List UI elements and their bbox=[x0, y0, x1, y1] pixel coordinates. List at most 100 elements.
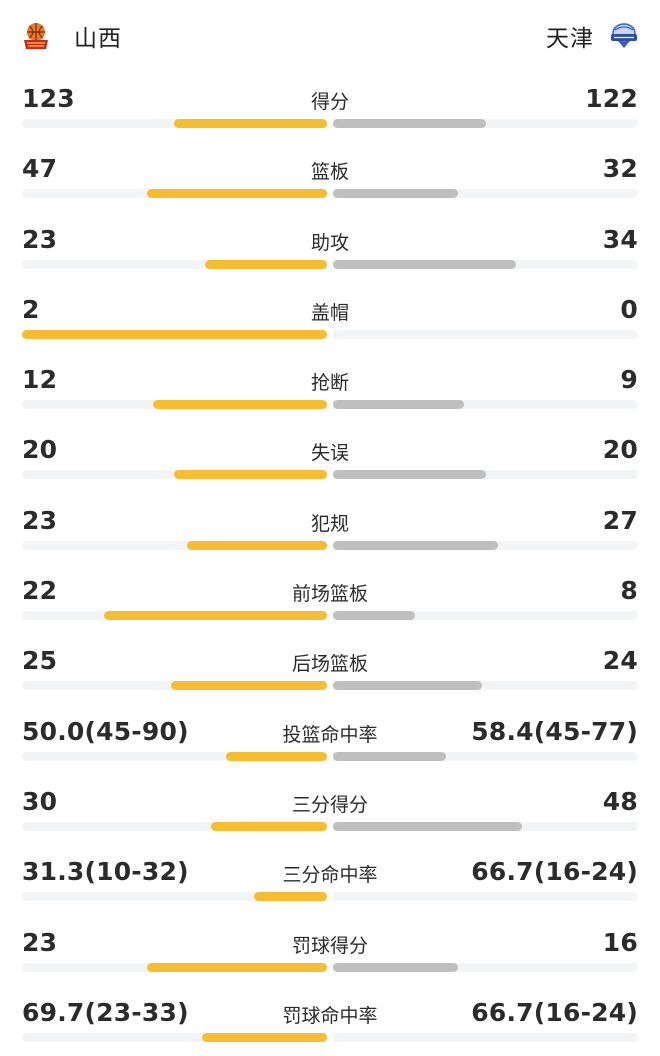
away-stat-track bbox=[333, 400, 638, 410]
away-stat-bar bbox=[333, 751, 446, 761]
home-stat-track bbox=[22, 751, 327, 761]
home-stat-track bbox=[22, 540, 327, 550]
away-stat-value: 66.7(16-24) bbox=[471, 997, 638, 1027]
home-stat-value: 23 bbox=[22, 505, 58, 535]
away-stat-track bbox=[333, 751, 638, 761]
stat-label: 助攻 bbox=[310, 231, 349, 254]
home-stat-bar bbox=[211, 821, 327, 831]
home-stat-track bbox=[22, 119, 327, 128]
away-stat-track bbox=[333, 470, 638, 480]
away-stat-value: 122 bbox=[585, 84, 638, 113]
home-stat-track bbox=[22, 962, 327, 972]
home-stat-track bbox=[22, 329, 327, 339]
stat-row: 50.0(45-90) 投篮命中率 58.4(45-77) bbox=[0, 703, 660, 773]
away-stat-bar bbox=[333, 611, 415, 621]
home-stat-value: 69.7(23-33) bbox=[22, 997, 189, 1027]
stat-label: 后场篮板 bbox=[291, 653, 368, 676]
shanxi-loongs-logo-icon bbox=[24, 23, 48, 49]
scoreboard-header: 山西 天津 bbox=[0, 0, 660, 70]
away-stat-track bbox=[333, 540, 638, 550]
home-stat-value: 12 bbox=[22, 365, 58, 395]
home-stat-bar bbox=[147, 962, 327, 972]
away-stat-value: 58.4(45-77) bbox=[471, 716, 638, 746]
away-stat-track bbox=[333, 259, 638, 269]
away-stat-value: 34 bbox=[602, 224, 638, 254]
away-stat-track bbox=[333, 1032, 638, 1042]
away-stat-bar bbox=[333, 119, 486, 128]
tianjin-pioneers-logo-icon bbox=[611, 23, 637, 48]
away-stat-bar bbox=[333, 540, 498, 550]
away-stat-value: 16 bbox=[602, 927, 638, 957]
stat-row: 30 三分得分 48 bbox=[0, 773, 660, 843]
home-stat-value: 123 bbox=[22, 84, 75, 113]
home-stat-bar bbox=[205, 259, 327, 269]
away-stat-value: 0 bbox=[620, 294, 638, 324]
home-stat-bar bbox=[171, 681, 327, 691]
home-stat-value: 50.0(45-90) bbox=[22, 716, 189, 746]
home-stat-track bbox=[22, 821, 327, 831]
stat-row: 23 罚球得分 16 bbox=[0, 914, 660, 984]
stat-label: 失误 bbox=[310, 442, 349, 465]
home-stat-value: 31.3(10-32) bbox=[22, 857, 189, 887]
stat-label: 三分命中率 bbox=[282, 864, 378, 887]
stat-label: 篮板 bbox=[310, 161, 349, 184]
away-stat-value: 48 bbox=[602, 786, 638, 816]
away-stat-bar bbox=[333, 470, 486, 480]
stat-row: 31.3(10-32) 三分命中率 66.7(16-24) bbox=[0, 843, 660, 913]
home-stat-value: 23 bbox=[22, 224, 58, 254]
home-stat-bar bbox=[187, 540, 327, 550]
away-stat-value: 32 bbox=[602, 154, 638, 184]
away-stat-track bbox=[333, 189, 638, 199]
away-stat-track bbox=[333, 892, 638, 902]
stat-row: 47 篮板 32 bbox=[0, 140, 660, 210]
away-stat-bar bbox=[333, 821, 522, 831]
home-stat-bar bbox=[147, 189, 327, 199]
home-stat-value: 23 bbox=[22, 927, 58, 957]
stat-label: 三分得分 bbox=[291, 793, 368, 816]
away-stat-value: 66.7(16-24) bbox=[471, 857, 638, 887]
stat-label: 投篮命中率 bbox=[282, 723, 378, 746]
away-stat-bar bbox=[333, 400, 464, 410]
stat-row: 123 得分 122 bbox=[0, 70, 660, 140]
home-stat-bar bbox=[202, 1032, 327, 1042]
home-stat-track bbox=[22, 400, 327, 410]
stat-row: 2 盖帽 0 bbox=[0, 281, 660, 351]
stat-label: 抢断 bbox=[310, 372, 349, 395]
stat-row: 23 犯规 27 bbox=[0, 492, 660, 562]
away-stat-track bbox=[333, 329, 638, 339]
away-stat-bar bbox=[333, 962, 458, 972]
stat-row: 20 失误 20 bbox=[0, 421, 660, 491]
home-stat-value: 47 bbox=[22, 154, 58, 184]
stat-row: 12 抢断 9 bbox=[0, 351, 660, 421]
home-stat-value: 25 bbox=[22, 646, 58, 676]
stat-label: 罚球命中率 bbox=[282, 1004, 378, 1027]
home-stat-track bbox=[22, 1032, 327, 1042]
team-stats-comparison: 123 得分 122 47 篮板 32 23 助攻 34 2 盖帽 0 12 抢断 9 20 失误 20 23 犯规 2… bbox=[0, 70, 660, 1054]
away-stat-value: 24 bbox=[602, 646, 638, 676]
home-stat-bar bbox=[153, 400, 327, 410]
away-stat-value: 9 bbox=[620, 365, 638, 395]
home-team[interactable]: 山西 bbox=[20, 16, 122, 56]
away-stat-bar bbox=[333, 259, 516, 269]
away-stat-track bbox=[333, 119, 638, 128]
away-stat-track bbox=[333, 611, 638, 621]
home-stat-track bbox=[22, 611, 327, 621]
away-stat-value: 20 bbox=[602, 435, 638, 465]
home-stat-bar bbox=[22, 329, 327, 339]
away-team[interactable]: 天津 bbox=[546, 16, 640, 56]
away-stat-track bbox=[333, 821, 638, 831]
away-stat-value: 27 bbox=[602, 505, 638, 535]
away-team-name: 天津 bbox=[546, 26, 594, 52]
stat-row: 23 助攻 34 bbox=[0, 211, 660, 281]
away-stat-bar bbox=[333, 189, 458, 199]
away-stat-track bbox=[333, 681, 638, 691]
home-stat-bar bbox=[254, 892, 327, 902]
home-stat-value: 22 bbox=[22, 576, 58, 606]
away-stat-track bbox=[333, 962, 638, 972]
home-stat-bar bbox=[104, 611, 327, 621]
home-stat-value: 30 bbox=[22, 786, 58, 816]
stat-label: 前场篮板 bbox=[291, 583, 368, 606]
stat-label: 罚球得分 bbox=[291, 934, 368, 957]
stat-label: 盖帽 bbox=[310, 301, 349, 324]
away-stat-bar bbox=[333, 681, 482, 691]
